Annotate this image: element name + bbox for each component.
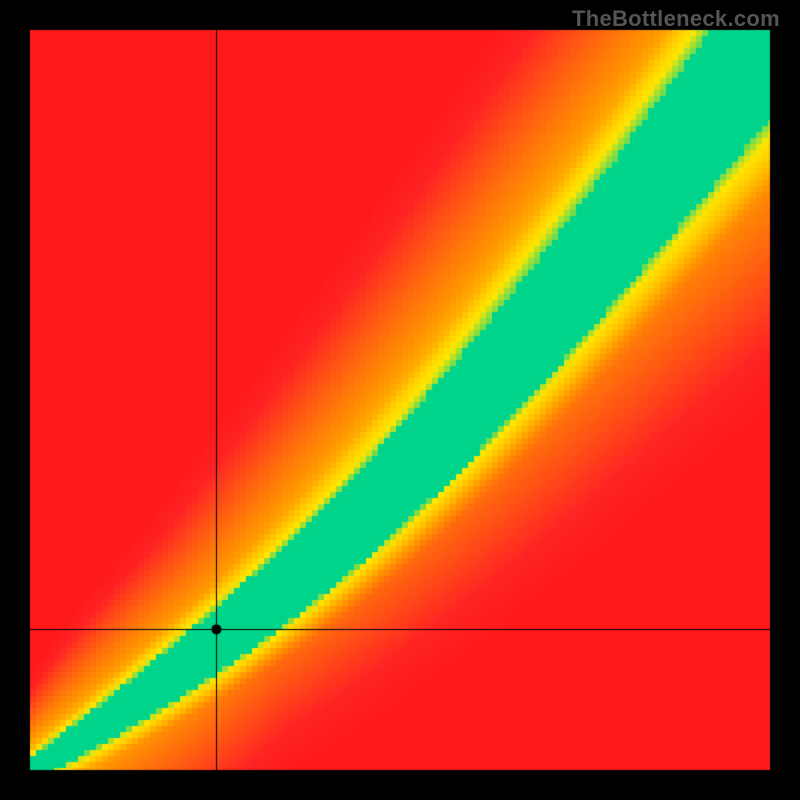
heatmap-canvas [0, 0, 800, 800]
chart-container: TheBottleneck.com [0, 0, 800, 800]
watermark-text: TheBottleneck.com [572, 6, 780, 32]
